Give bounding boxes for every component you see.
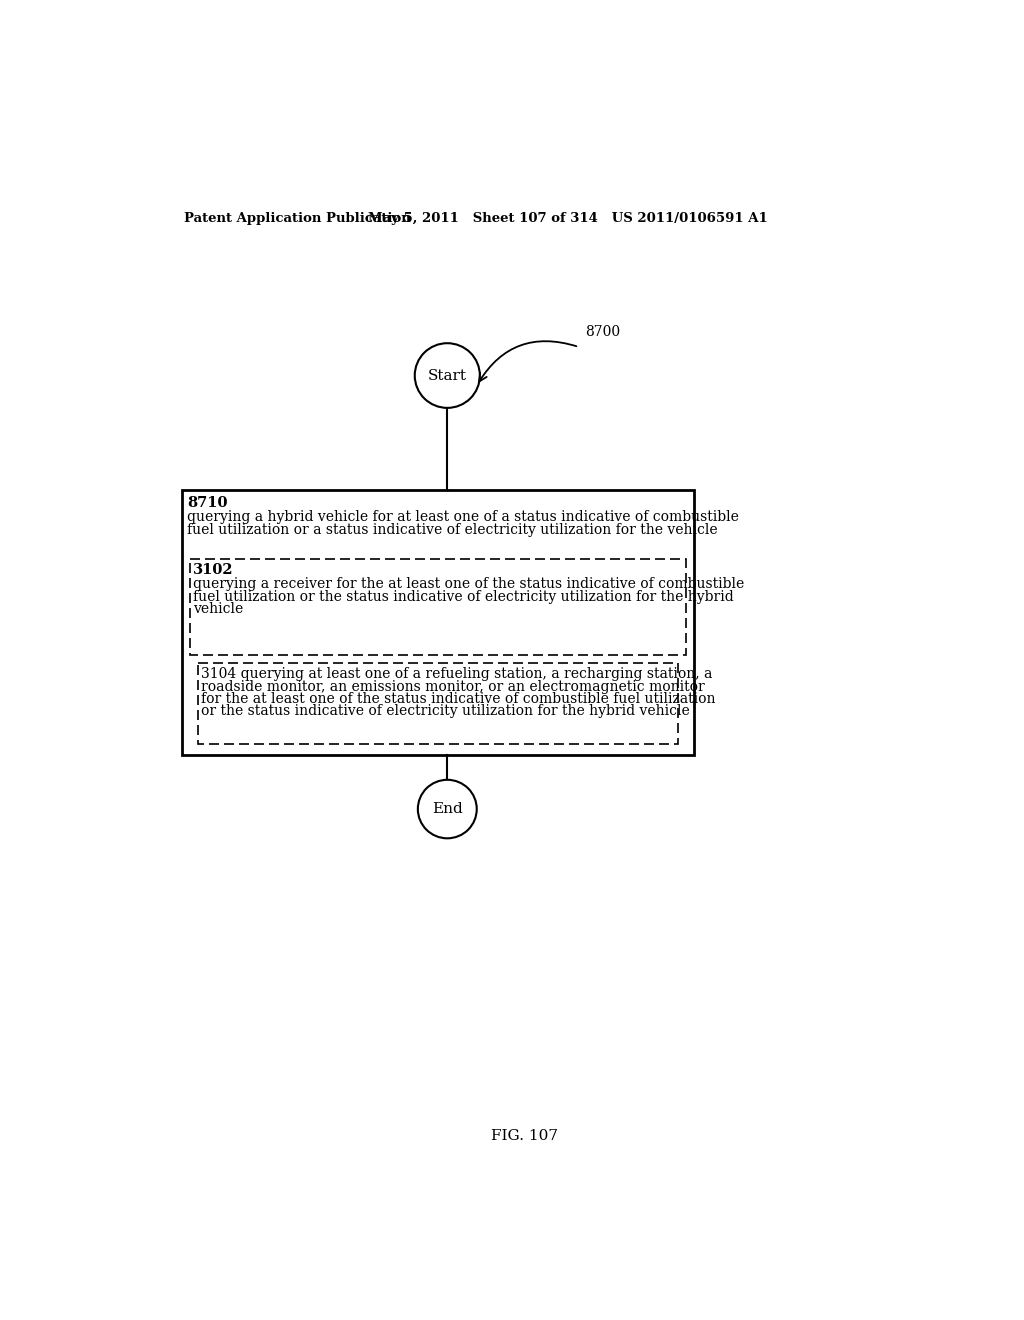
Circle shape xyxy=(415,343,480,408)
Text: 8710: 8710 xyxy=(187,496,227,510)
Text: or the status indicative of electricity utilization for the hybrid vehicle: or the status indicative of electricity … xyxy=(201,705,689,718)
Text: 8700: 8700 xyxy=(586,325,621,339)
Text: fuel utilization or a status indicative of electricity utilization for the vehic: fuel utilization or a status indicative … xyxy=(187,524,718,537)
Text: for the at least one of the status indicative of combustible fuel utilization: for the at least one of the status indic… xyxy=(201,692,716,706)
Bar xyxy=(190,558,686,655)
Text: 3104 querying at least one of a refueling station, a recharging station, a: 3104 querying at least one of a refuelin… xyxy=(201,668,713,681)
Circle shape xyxy=(418,780,477,838)
Text: querying a receiver for the at least one of the status indicative of combustible: querying a receiver for the at least one… xyxy=(194,577,744,591)
Text: vehicle: vehicle xyxy=(194,602,244,616)
FancyArrowPatch shape xyxy=(479,341,577,381)
Bar xyxy=(182,490,693,755)
Text: fuel utilization or the status indicative of electricity utilization for the hyb: fuel utilization or the status indicativ… xyxy=(194,590,734,603)
Text: 3102: 3102 xyxy=(194,564,233,577)
Bar xyxy=(198,663,678,743)
Text: FIG. 107: FIG. 107 xyxy=(492,1130,558,1143)
Text: querying a hybrid vehicle for at least one of a status indicative of combustible: querying a hybrid vehicle for at least o… xyxy=(187,510,738,524)
Text: May 5, 2011   Sheet 107 of 314   US 2011/0106591 A1: May 5, 2011 Sheet 107 of 314 US 2011/010… xyxy=(369,213,768,224)
Text: Start: Start xyxy=(428,368,467,383)
Text: Patent Application Publication: Patent Application Publication xyxy=(183,213,411,224)
Text: roadside monitor, an emissions monitor, or an electromagnetic monitor: roadside monitor, an emissions monitor, … xyxy=(201,680,705,694)
Text: End: End xyxy=(432,803,463,816)
